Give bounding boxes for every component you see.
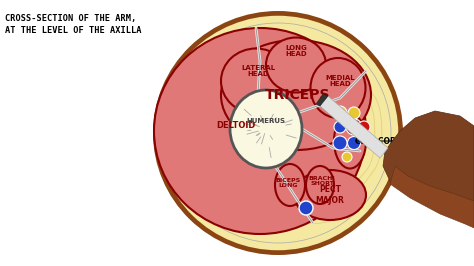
Circle shape [346, 119, 362, 135]
Polygon shape [320, 96, 388, 158]
Text: CROSS-SECTION OF THE ARM,
AT THE LEVEL OF THE AXILLA: CROSS-SECTION OF THE ARM, AT THE LEVEL O… [5, 14, 142, 35]
Circle shape [347, 136, 361, 149]
Ellipse shape [275, 164, 305, 206]
Text: HUMERUS: HUMERUS [246, 118, 285, 124]
Circle shape [334, 121, 346, 133]
Ellipse shape [306, 166, 334, 204]
Circle shape [342, 152, 352, 162]
Text: LATERAL
HEAD: LATERAL HEAD [241, 64, 275, 77]
Ellipse shape [165, 23, 391, 243]
Ellipse shape [153, 11, 403, 255]
Ellipse shape [154, 28, 366, 234]
Ellipse shape [221, 48, 291, 114]
Polygon shape [383, 111, 474, 226]
Text: BRACHI
SHORT: BRACHI SHORT [309, 176, 336, 186]
Text: MEDIAL
HEAD: MEDIAL HEAD [325, 74, 355, 88]
Polygon shape [390, 166, 474, 228]
Ellipse shape [310, 58, 365, 118]
Ellipse shape [266, 38, 326, 93]
Ellipse shape [294, 170, 366, 220]
Text: CORACOBRACHIALIS: CORACOBRACHIALIS [355, 136, 443, 146]
Circle shape [348, 107, 360, 119]
Text: TRICEPS: TRICEPS [265, 88, 331, 102]
Circle shape [333, 106, 347, 120]
Ellipse shape [156, 14, 400, 252]
Text: BICEPS
LONG: BICEPS LONG [275, 178, 301, 188]
Ellipse shape [230, 90, 302, 168]
Circle shape [358, 121, 370, 133]
Text: DELTOID: DELTOID [216, 120, 255, 130]
Text: LONG
HEAD: LONG HEAD [285, 44, 307, 57]
Ellipse shape [221, 40, 371, 150]
Circle shape [333, 136, 347, 150]
Ellipse shape [334, 114, 366, 168]
Polygon shape [316, 94, 328, 106]
Text: PECT
MAJOR: PECT MAJOR [316, 185, 345, 205]
Circle shape [299, 201, 313, 215]
